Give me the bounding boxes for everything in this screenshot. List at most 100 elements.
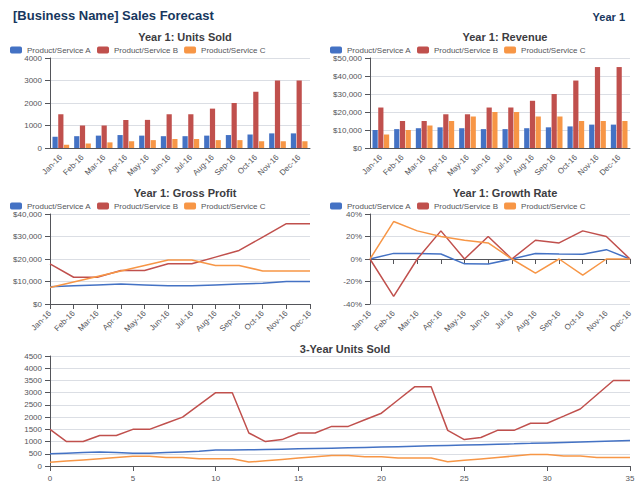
svg-text:Oct-16: Oct-16 xyxy=(243,308,267,332)
svg-text:Year 1: Gross Profit: Year 1: Gross Profit xyxy=(134,187,237,199)
svg-text:Nov-16: Nov-16 xyxy=(585,308,610,333)
svg-text:Product/Service A: Product/Service A xyxy=(347,46,411,55)
svg-text:$50,000: $50,000 xyxy=(333,54,362,63)
svg-text:Product/Service B: Product/Service B xyxy=(434,202,498,211)
svg-text:15: 15 xyxy=(294,474,303,483)
svg-text:Jun-16: Jun-16 xyxy=(148,308,172,332)
svg-text:1000: 1000 xyxy=(24,437,42,446)
svg-text:5: 5 xyxy=(131,474,136,483)
svg-text:Feb-16: Feb-16 xyxy=(61,152,86,177)
svg-text:3000: 3000 xyxy=(24,388,42,397)
svg-text:500: 500 xyxy=(29,449,43,458)
svg-text:Jun-16: Jun-16 xyxy=(469,152,493,176)
svg-text:Mar-16: Mar-16 xyxy=(403,152,428,177)
svg-text:Product/Service B: Product/Service B xyxy=(114,46,178,55)
svg-text:3-Year Units Sold: 3-Year Units Sold xyxy=(300,343,390,355)
svg-text:3500: 3500 xyxy=(24,376,42,385)
svg-text:Aug-16: Aug-16 xyxy=(511,152,536,177)
svg-text:Jul-16: Jul-16 xyxy=(173,308,195,330)
svg-text:Product/Service C: Product/Service C xyxy=(521,202,586,211)
svg-text:Product/Service A: Product/Service A xyxy=(27,46,91,55)
svg-text:Sep-16: Sep-16 xyxy=(218,308,243,333)
svg-text:[Business Name] Sales Forecast: [Business Name] Sales Forecast xyxy=(13,8,215,23)
svg-text:Mar-16: Mar-16 xyxy=(396,308,421,333)
svg-text:Oct-16: Oct-16 xyxy=(556,152,580,176)
svg-text:3000: 3000 xyxy=(24,76,42,85)
svg-text:Year 1: Year 1 xyxy=(593,11,625,23)
svg-text:Product/Service B: Product/Service B xyxy=(434,46,498,55)
svg-text:Year 1: Revenue: Year 1: Revenue xyxy=(463,31,548,43)
svg-text:Dec-16: Dec-16 xyxy=(289,308,314,333)
svg-text:1000: 1000 xyxy=(24,121,42,130)
svg-text:$10,000: $10,000 xyxy=(13,277,42,286)
svg-text:Year 1: Units Sold: Year 1: Units Sold xyxy=(138,31,232,43)
svg-text:$0: $0 xyxy=(33,300,42,309)
svg-text:10: 10 xyxy=(211,474,220,483)
svg-text:2000: 2000 xyxy=(24,413,42,422)
svg-text:Product/Service C: Product/Service C xyxy=(521,46,586,55)
svg-text:May-16: May-16 xyxy=(125,152,151,178)
svg-text:$40,000: $40,000 xyxy=(13,210,42,219)
svg-text:35: 35 xyxy=(626,474,635,483)
svg-text:Feb-16: Feb-16 xyxy=(381,152,406,177)
svg-text:0: 0 xyxy=(48,474,53,483)
svg-text:Nov-16: Nov-16 xyxy=(256,152,281,177)
svg-text:$20,000: $20,000 xyxy=(333,108,362,117)
svg-text:Aug-16: Aug-16 xyxy=(194,308,219,333)
svg-text:Jul-16: Jul-16 xyxy=(493,308,515,330)
svg-text:May-16: May-16 xyxy=(443,308,469,334)
svg-text:-40%: -40% xyxy=(343,300,362,309)
svg-text:Feb-16: Feb-16 xyxy=(53,308,78,333)
svg-text:Product/Service C: Product/Service C xyxy=(201,46,266,55)
svg-text:Jan-16: Jan-16 xyxy=(40,152,64,176)
svg-text:Apr-16: Apr-16 xyxy=(101,308,125,332)
svg-text:20%: 20% xyxy=(346,232,362,241)
svg-text:Oct-16: Oct-16 xyxy=(563,308,587,332)
svg-text:Sep-16: Sep-16 xyxy=(538,308,563,333)
svg-text:May-16: May-16 xyxy=(123,308,149,334)
svg-text:0: 0 xyxy=(38,144,43,153)
svg-text:$0: $0 xyxy=(353,144,362,153)
svg-text:4000: 4000 xyxy=(24,364,42,373)
svg-text:Jan-16: Jan-16 xyxy=(30,308,54,332)
svg-text:0%: 0% xyxy=(350,255,362,264)
svg-text:$30,000: $30,000 xyxy=(333,90,362,99)
svg-text:Apr-16: Apr-16 xyxy=(421,308,445,332)
svg-text:-20%: -20% xyxy=(343,277,362,286)
svg-text:4000: 4000 xyxy=(24,54,42,63)
svg-text:2500: 2500 xyxy=(24,400,42,409)
svg-text:4500: 4500 xyxy=(24,352,42,361)
svg-text:Mar-16: Mar-16 xyxy=(83,152,108,177)
svg-text:Feb-16: Feb-16 xyxy=(373,308,398,333)
svg-text:$30,000: $30,000 xyxy=(13,232,42,241)
svg-text:$10,000: $10,000 xyxy=(333,126,362,135)
svg-text:Year 1: Growth Rate: Year 1: Growth Rate xyxy=(453,187,558,199)
svg-text:Dec-16: Dec-16 xyxy=(609,308,634,333)
svg-text:Mar-16: Mar-16 xyxy=(76,308,101,333)
svg-text:1500: 1500 xyxy=(24,425,42,434)
svg-text:20: 20 xyxy=(377,474,386,483)
svg-text:0: 0 xyxy=(38,462,43,471)
svg-text:Product/Service A: Product/Service A xyxy=(347,202,411,211)
svg-text:Dec-16: Dec-16 xyxy=(278,152,303,177)
svg-text:25: 25 xyxy=(460,474,469,483)
svg-text:$40,000: $40,000 xyxy=(333,72,362,81)
svg-text:Product/Service A: Product/Service A xyxy=(27,202,91,211)
svg-text:Dec-16: Dec-16 xyxy=(598,152,623,177)
svg-text:May-16: May-16 xyxy=(445,152,471,178)
svg-text:Aug-16: Aug-16 xyxy=(514,308,539,333)
svg-text:40%: 40% xyxy=(346,210,362,219)
svg-text:Product/Service B: Product/Service B xyxy=(114,202,178,211)
svg-text:Jun-16: Jun-16 xyxy=(468,308,492,332)
svg-text:Aug-16: Aug-16 xyxy=(191,152,216,177)
svg-text:Nov-16: Nov-16 xyxy=(576,152,601,177)
svg-text:Nov-16: Nov-16 xyxy=(265,308,290,333)
svg-text:Jan-16: Jan-16 xyxy=(360,152,384,176)
svg-text:$20,000: $20,000 xyxy=(13,255,42,264)
svg-text:Jan-16: Jan-16 xyxy=(350,308,374,332)
svg-text:Product/Service C: Product/Service C xyxy=(201,202,266,211)
svg-text:2000: 2000 xyxy=(24,99,42,108)
svg-text:Oct-16: Oct-16 xyxy=(236,152,260,176)
svg-text:Sep-16: Sep-16 xyxy=(533,152,558,177)
svg-text:Jun-16: Jun-16 xyxy=(149,152,173,176)
